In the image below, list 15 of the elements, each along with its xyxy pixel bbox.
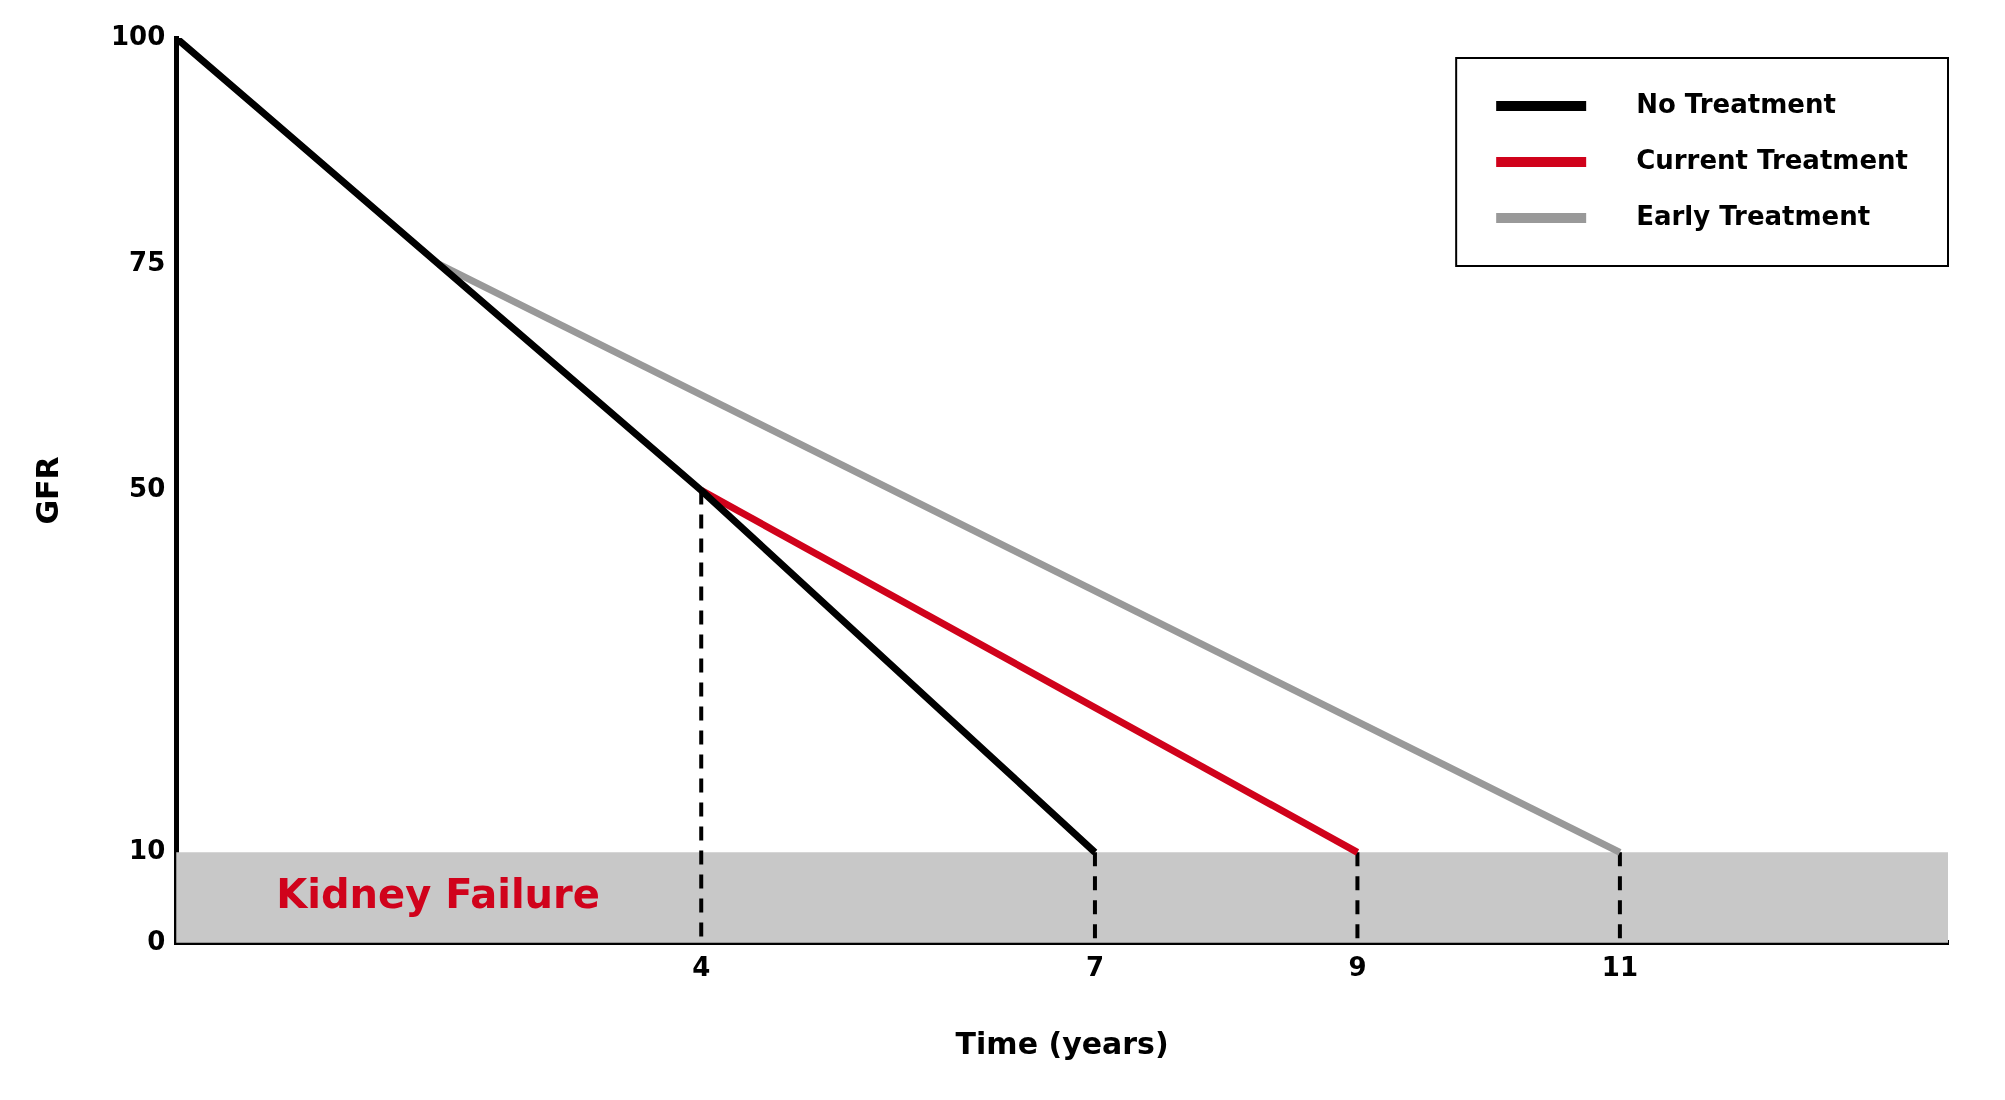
x-tick-label: 11	[1601, 952, 1638, 983]
y-axis-title: GFR	[29, 456, 65, 525]
y-tick-label: 75	[129, 246, 166, 277]
x-tick-label: 7	[1085, 952, 1104, 983]
y-tick-label: 0	[147, 925, 166, 956]
y-tick-label: 10	[129, 835, 166, 866]
legend-label: No Treatment	[1636, 88, 1836, 119]
y-tick-label: 100	[110, 20, 166, 51]
x-tick-label: 9	[1348, 952, 1367, 983]
legend-label: Current Treatment	[1636, 144, 1909, 175]
x-tick-label: 4	[692, 952, 711, 983]
legend-label: Early Treatment	[1636, 200, 1871, 231]
x-axis-title: Time (years)	[955, 1025, 1169, 1061]
y-tick-label: 50	[129, 473, 166, 504]
band-label: Kidney Failure	[276, 870, 600, 917]
